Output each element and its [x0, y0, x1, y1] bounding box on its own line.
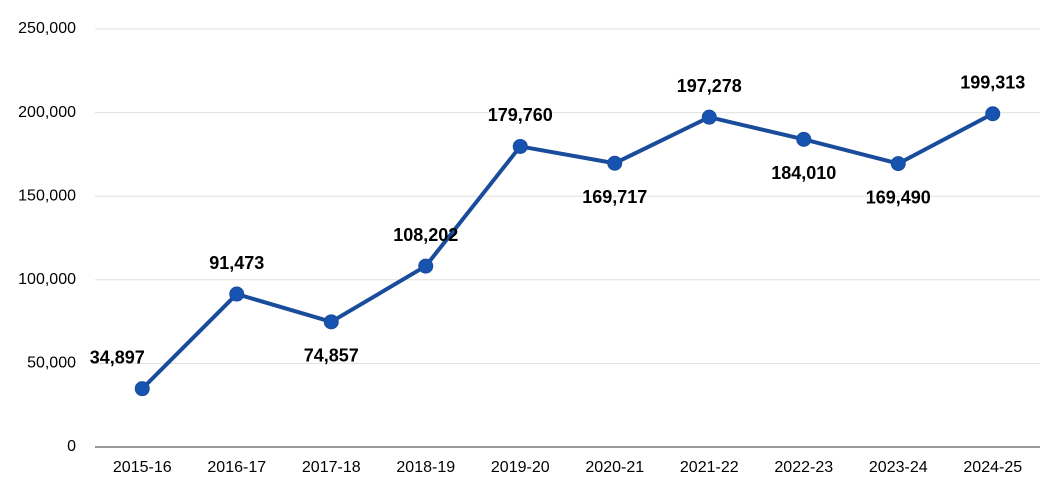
y-tick-label: 50,000	[27, 355, 76, 372]
x-tick-label: 2016-17	[207, 459, 266, 476]
x-tick-label: 2022-23	[774, 459, 833, 476]
marker	[229, 286, 245, 302]
value-label: 199,313	[960, 72, 1025, 92]
x-tick-label: 2019-20	[491, 459, 550, 476]
marker	[701, 109, 717, 125]
value-label: 74,857	[304, 346, 359, 366]
marker	[512, 138, 528, 154]
value-label: 179,760	[488, 105, 553, 125]
y-tick-label: 0	[67, 438, 76, 455]
x-tick-label: 2023-24	[869, 459, 928, 476]
x-tick-label: 2017-18	[302, 459, 361, 476]
marker	[134, 381, 150, 397]
y-tick-label: 250,000	[18, 20, 76, 37]
x-tick-label: 2020-21	[585, 459, 644, 476]
x-tick-label: 2024-25	[963, 459, 1022, 476]
x-tick-label: 2015-16	[113, 459, 172, 476]
x-tick-label: 2018-19	[396, 459, 455, 476]
value-label: 184,010	[771, 163, 836, 183]
y-tick-label: 150,000	[18, 187, 76, 204]
x-tick-label: 2021-22	[680, 459, 739, 476]
value-label: 169,717	[582, 187, 647, 207]
marker	[323, 314, 339, 330]
y-tick-label: 100,000	[18, 271, 76, 288]
line	[140, 111, 994, 391]
value-label: 197,278	[677, 76, 742, 96]
value-label: 108,202	[393, 225, 458, 245]
marker	[890, 156, 906, 172]
marker	[985, 106, 1001, 122]
value-label: 91,473	[209, 253, 264, 273]
value-label: 169,490	[866, 187, 931, 207]
marker	[607, 155, 623, 171]
y-tick-label: 200,000	[18, 104, 76, 121]
marker	[418, 258, 434, 274]
marker	[796, 131, 812, 147]
value-label: 34,897	[90, 347, 145, 367]
